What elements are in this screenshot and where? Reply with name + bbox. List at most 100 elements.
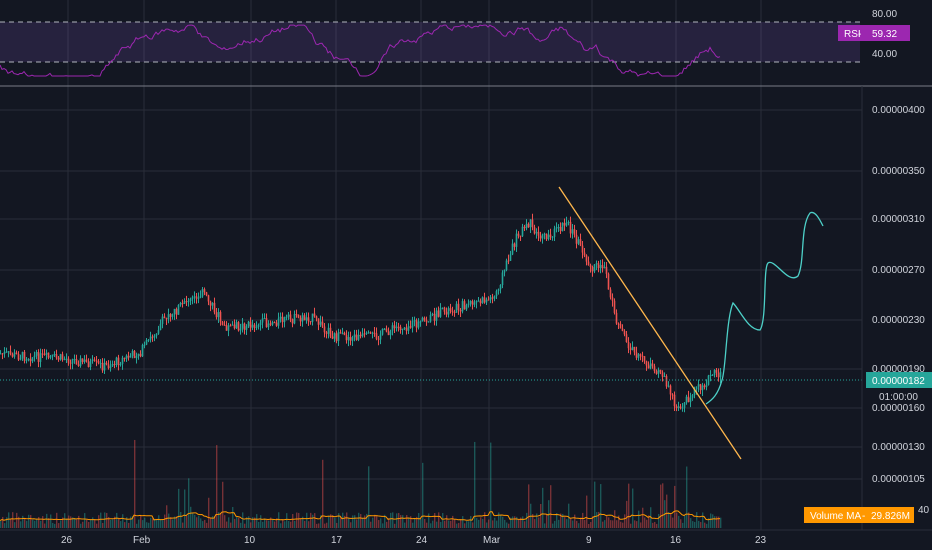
candle-body: [661, 372, 664, 377]
volume-bar: [190, 506, 192, 528]
candle-body: [51, 354, 54, 357]
candle-body: [233, 324, 236, 329]
volume-bar: [718, 516, 720, 528]
candle-body: [27, 358, 30, 360]
candle-body: [385, 328, 388, 332]
volume-bar: [78, 515, 80, 528]
volume-bar: [716, 516, 718, 528]
candle-body: [569, 221, 572, 234]
candle-body: [457, 303, 460, 311]
candle-body: [623, 330, 626, 335]
candle-body: [683, 402, 686, 408]
volume-bar: [606, 516, 608, 528]
volume-bar: [306, 512, 308, 528]
candle-body: [487, 299, 490, 301]
volume-bar: [234, 518, 236, 528]
candle-body: [593, 264, 596, 272]
volume-bar: [30, 515, 32, 528]
volume-bar: [454, 518, 456, 528]
candle-body: [541, 234, 544, 239]
candle-body: [127, 355, 130, 358]
volume-bar: [264, 518, 266, 528]
candle-body: [715, 369, 718, 373]
volume-bar: [4, 523, 6, 528]
candle-body: [443, 307, 446, 312]
time-axis[interactable]: 26 Feb 10 17 24 Mar 9 16 23: [0, 529, 932, 546]
volume-bar: [544, 523, 546, 528]
volume-bar: [580, 517, 582, 528]
candle-body: [209, 301, 212, 306]
candle-body: [389, 330, 392, 336]
volume-bar: [576, 520, 578, 528]
volume-bar: [324, 523, 326, 528]
volume-bar: [106, 512, 108, 528]
candle-body: [635, 352, 638, 358]
candle-body: [205, 292, 208, 296]
candle-body: [625, 334, 628, 343]
volume-bar: [714, 516, 716, 528]
volume-bar: [172, 519, 174, 528]
volume-bar: [238, 517, 240, 528]
price-axis[interactable]: 0.00000400 0.00000350 0.00000310 0.00000…: [861, 86, 932, 530]
volume-bar: [214, 516, 216, 528]
volume-bar: [134, 439, 136, 528]
volume-bar: [430, 523, 432, 528]
candle-body: [589, 265, 592, 268]
candle-body: [313, 313, 316, 317]
volume-bar: [486, 522, 488, 528]
volume-bar: [468, 521, 470, 528]
candle-body: [509, 254, 512, 261]
volume-bar: [254, 517, 256, 528]
volume-bar: [334, 517, 336, 528]
volume-bar: [662, 483, 664, 528]
candle-body: [649, 363, 652, 369]
volume-bar: [180, 512, 182, 528]
candle-body: [99, 362, 102, 364]
projection-curve[interactable]: [705, 211, 824, 405]
volume-bar: [158, 515, 160, 528]
candle-body: [565, 222, 568, 226]
volume-bar: [712, 514, 714, 528]
candle-body: [173, 308, 176, 315]
candle-body: [491, 297, 494, 299]
time-tick: 24: [416, 535, 428, 546]
volume-bar: [584, 519, 586, 528]
candle-body: [185, 301, 188, 303]
candle-body: [413, 320, 416, 322]
volume-bar: [266, 520, 268, 528]
candle-body: [55, 354, 58, 358]
volume-bar: [720, 517, 722, 528]
trendline[interactable]: [558, 186, 742, 460]
volume-bar: [658, 513, 660, 528]
candle-body: [455, 303, 458, 313]
candle-body: [331, 336, 334, 339]
candle-body: [159, 323, 162, 331]
volume-bar: [618, 515, 620, 528]
candle-body: [531, 219, 534, 228]
candle-body: [429, 314, 432, 322]
candle-body: [581, 245, 584, 253]
volume-bar: [94, 519, 96, 528]
candle-body: [135, 356, 138, 359]
volume-bar: [478, 519, 480, 528]
volume-bar: [144, 517, 146, 528]
volume-bar: [642, 507, 644, 528]
candle-body: [71, 359, 74, 364]
candle-body: [699, 384, 702, 391]
volume-bar: [280, 523, 282, 528]
volume-bar: [138, 519, 140, 528]
volume-bar: [154, 518, 156, 528]
rsi-name-label: RSI: [844, 29, 861, 40]
volume-bar: [670, 513, 672, 528]
volume-bar: [540, 503, 542, 528]
volume-bar: [330, 514, 332, 528]
volume-bar: [366, 513, 368, 528]
volume-bar: [394, 523, 396, 528]
candle-body: [357, 334, 360, 340]
volume-bar: [408, 517, 410, 528]
candle-body: [621, 328, 624, 331]
volume-bar: [700, 522, 702, 528]
candle-body: [221, 321, 224, 325]
candle-body: [329, 327, 332, 337]
candle-body: [415, 320, 418, 328]
